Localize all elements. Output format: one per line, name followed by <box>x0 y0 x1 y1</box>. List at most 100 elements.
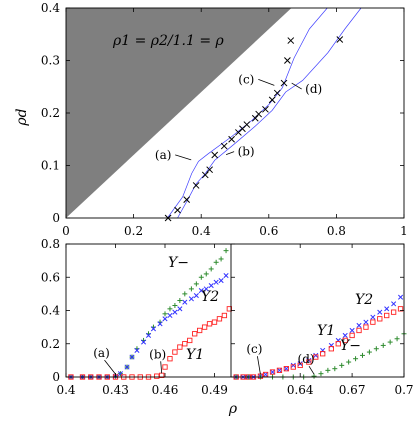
top-data-point <box>192 182 200 189</box>
top-data-point <box>336 36 344 43</box>
bottom-data-point <box>397 294 404 300</box>
legend-ups-minus-right: Υ− <box>340 338 361 354</box>
bottom-data-point <box>188 296 194 302</box>
top-y-tick-label: 0 <box>52 211 60 225</box>
bottom-data-point <box>290 364 296 370</box>
bottom-x-tick-label: 0.49 <box>201 383 228 397</box>
bottom-point-label: (b) <box>149 347 166 361</box>
bottom-data-point <box>167 312 173 319</box>
top-y-tick-label: 0.4 <box>41 1 60 15</box>
bottom-data-point <box>226 306 232 312</box>
bottom-data-point <box>328 346 334 352</box>
top-data-point <box>183 196 191 203</box>
bottom-data-point <box>167 306 173 312</box>
top-label-arrow <box>291 82 302 90</box>
bottom-data-point <box>353 356 359 362</box>
bottom-data-point <box>223 273 229 279</box>
bottom-data-point <box>162 311 168 317</box>
bottom-data-point <box>182 291 188 297</box>
top-data-point <box>206 166 214 174</box>
top-data-point <box>243 121 251 128</box>
bottom-label-arrow <box>308 365 315 375</box>
bottom-data-point <box>134 347 140 353</box>
top-data-point <box>220 142 228 150</box>
density-relation-label: ρ1 = ρ2/1.1 = ρ <box>112 33 225 49</box>
bottom-data-point <box>318 371 324 377</box>
bottom-data-point <box>218 278 224 284</box>
bottom-data-point <box>384 312 390 319</box>
bottom-x-axis-label: ρ <box>228 401 238 417</box>
bottom-data-point <box>313 354 319 360</box>
bottom-data-point <box>145 332 152 338</box>
bottom-data-point <box>384 306 390 312</box>
bottom-data-point <box>223 248 229 254</box>
bottom-data-point <box>339 362 345 368</box>
bottom-data-point <box>356 322 362 329</box>
bottom-data-point <box>366 349 372 355</box>
bottom-data-point <box>346 359 352 365</box>
bottom-data-point <box>216 316 223 322</box>
bottom-data-point <box>187 337 193 344</box>
top-y-tick-label: 0.2 <box>41 106 60 120</box>
bottom-point-label: (c) <box>246 342 262 356</box>
bottom-data-point <box>157 321 163 327</box>
top-x-tick-label: 0.6 <box>259 224 278 238</box>
bottom-data-point <box>370 319 376 325</box>
bottom-data-point <box>283 366 290 372</box>
bottom-x-tick-label: 0.67 <box>339 383 366 397</box>
bottom-data-point <box>172 309 178 315</box>
top-x-tick-label: 0 <box>62 224 70 238</box>
top-data-point <box>201 171 209 179</box>
top-data-point <box>211 151 219 159</box>
bottom-data-point <box>196 327 203 334</box>
top-point-label: (a) <box>155 148 172 162</box>
top-x-tick-label: 0.8 <box>327 224 346 238</box>
top-data-point <box>262 105 269 113</box>
bottom-data-point <box>363 324 369 330</box>
bottom-label-arrow <box>257 356 261 375</box>
legend-ups-minus-left: Υ− <box>168 255 189 271</box>
bottom-data-point <box>211 319 218 325</box>
top-y-axis-label: ρd <box>14 108 30 126</box>
bottom-data-point <box>208 266 214 272</box>
bottom-data-point <box>349 332 355 339</box>
top-point-label: (d) <box>305 82 322 96</box>
bottom-data-point <box>387 339 393 345</box>
bottom-data-point <box>129 354 135 360</box>
excluded-region <box>66 8 292 218</box>
bottom-data-point <box>269 369 276 375</box>
bottom-data-point <box>380 342 386 348</box>
bottom-y-tick-label: 0 <box>52 370 60 384</box>
top-y-tick-label: 0.1 <box>41 159 60 173</box>
bottom-data-point <box>221 312 228 319</box>
bottom-panel: (a) (b) (c) (d) 0 0.2 0.4 0.6 0.8 0.4 0.43 0.46 0.4… <box>41 237 414 417</box>
bottom-data-point <box>342 332 348 338</box>
legend-ups-1-left: Υ1 <box>186 347 204 363</box>
bottom-data-point <box>193 281 199 287</box>
bottom-data-point <box>297 362 303 369</box>
bottom-data-point <box>193 292 199 299</box>
bottom-data-point <box>397 306 404 312</box>
bottom-data-point <box>306 357 312 363</box>
legend-ups-2-right: Υ2 <box>355 292 373 308</box>
bottom-data-point <box>162 316 168 322</box>
bottom-data-point <box>218 256 224 262</box>
bottom-data-point <box>198 287 204 294</box>
top-data-point <box>280 79 288 87</box>
bottom-data-point <box>263 371 269 378</box>
bottom-data-point <box>363 319 369 325</box>
bottom-data-point <box>154 373 160 379</box>
bottom-data-point <box>306 359 312 365</box>
top-point-label: (c) <box>238 72 254 86</box>
top-panel: (a) (b) (c) (d) 0 0.2 0.4 0.6 0.8 1 0 0.1 0.2 0.3 0.4… <box>14 1 408 238</box>
bottom-y-tick-label: 0.8 <box>41 237 60 251</box>
bottom-x-tick-label: 0.64 <box>287 383 314 397</box>
top-y-tick-label: 0.3 <box>41 54 60 68</box>
top-data-point <box>251 114 259 122</box>
bottom-data-point <box>162 364 168 370</box>
bottom-data-point <box>332 366 338 372</box>
top-data-point <box>174 206 181 214</box>
bottom-data-point <box>177 344 183 350</box>
bottom-data-point <box>359 352 365 358</box>
